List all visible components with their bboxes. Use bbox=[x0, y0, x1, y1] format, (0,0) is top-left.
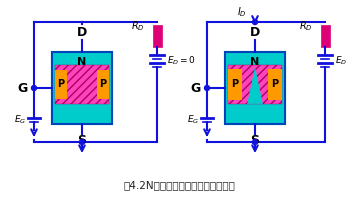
Text: $E_G$: $E_G$ bbox=[187, 114, 199, 126]
Text: S: S bbox=[77, 134, 87, 147]
Bar bbox=[55, 70, 67, 99]
Circle shape bbox=[79, 140, 84, 145]
Text: P: P bbox=[231, 79, 238, 89]
Text: N: N bbox=[250, 57, 260, 67]
Text: D: D bbox=[250, 26, 260, 38]
Bar bbox=[228, 65, 282, 104]
Bar bbox=[153, 25, 161, 47]
Bar bbox=[228, 69, 242, 100]
Bar bbox=[225, 52, 285, 124]
Bar bbox=[55, 65, 109, 104]
Bar bbox=[225, 52, 285, 124]
Text: D: D bbox=[77, 26, 87, 38]
Bar bbox=[320, 25, 329, 47]
Bar bbox=[52, 52, 112, 124]
Text: S: S bbox=[251, 134, 260, 147]
Circle shape bbox=[252, 140, 257, 145]
Text: G: G bbox=[18, 82, 28, 94]
Circle shape bbox=[252, 19, 257, 25]
Text: $E_D{=}0$: $E_D{=}0$ bbox=[167, 55, 196, 67]
Text: P: P bbox=[100, 79, 107, 89]
Circle shape bbox=[204, 86, 209, 90]
Circle shape bbox=[32, 86, 37, 90]
Text: $I_D$: $I_D$ bbox=[237, 5, 247, 19]
Text: N: N bbox=[77, 57, 87, 67]
Text: G: G bbox=[191, 82, 201, 94]
Bar bbox=[268, 69, 282, 100]
Text: $E_D$: $E_D$ bbox=[335, 55, 347, 67]
Text: $E_G$: $E_G$ bbox=[14, 114, 26, 126]
Bar bbox=[97, 70, 109, 99]
Bar bbox=[55, 65, 109, 104]
Text: $R_D$: $R_D$ bbox=[131, 19, 145, 33]
Bar bbox=[228, 65, 282, 104]
Bar bbox=[52, 52, 112, 124]
Text: P: P bbox=[57, 79, 64, 89]
Text: $R_D$: $R_D$ bbox=[299, 19, 313, 33]
Text: P: P bbox=[271, 79, 279, 89]
Polygon shape bbox=[247, 67, 263, 104]
Text: 图4.2N沟道结型场效应管的工作原理: 图4.2N沟道结型场效应管的工作原理 bbox=[123, 180, 235, 190]
